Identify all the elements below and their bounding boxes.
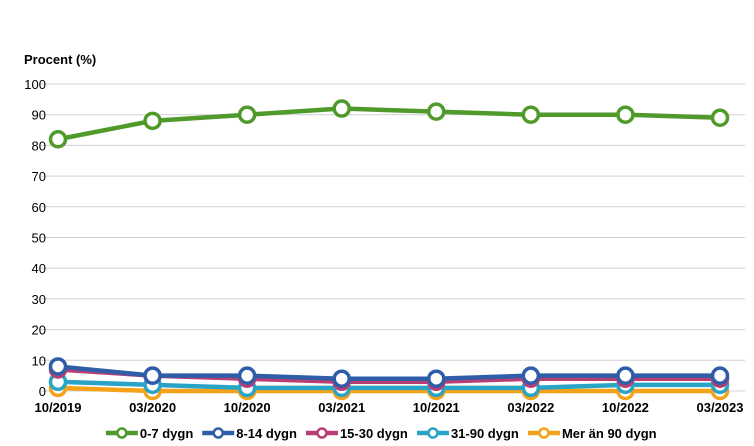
x-tick-label: 10/2021: [413, 400, 460, 415]
series-line: [57, 379, 720, 391]
y-tick-label: 100: [24, 77, 46, 92]
series-line: [57, 106, 721, 142]
x-tick-label: 10/2019: [35, 400, 82, 415]
legend-label: 0-7 dygn: [140, 426, 194, 441]
legend-marker: [427, 427, 439, 439]
legend-label: 31-90 dygn: [451, 426, 519, 441]
x-tick-label: 03/2020: [129, 400, 176, 415]
data-point: [237, 366, 257, 385]
data-point: [710, 108, 730, 128]
legend-label: 15-30 dygn: [340, 426, 408, 441]
y-tick-label: 0: [39, 384, 46, 399]
data-point: [427, 369, 446, 388]
y-tick-label: 10: [32, 353, 46, 368]
y-tick-label: 50: [32, 231, 46, 246]
data-point: [48, 130, 68, 149]
series-line: [57, 364, 720, 381]
data-point: [616, 366, 635, 385]
data-point: [427, 102, 446, 121]
data-point: [48, 357, 68, 376]
legend-marker: [538, 427, 550, 439]
y-tick-label: 30: [32, 292, 46, 307]
legend-marker: [116, 427, 128, 439]
data-point: [237, 105, 257, 124]
data-point: [332, 369, 351, 388]
legend-label: Mer än 90 dygn: [562, 426, 657, 441]
data-point: [521, 366, 541, 385]
series-line: [57, 385, 720, 394]
x-tick-label: 03/2022: [507, 400, 554, 415]
y-tick-label: 60: [32, 200, 46, 215]
legend-marker: [316, 427, 328, 439]
data-point: [143, 366, 162, 385]
data-point: [710, 366, 730, 385]
y-axis-title: Procent (%): [24, 52, 96, 67]
y-tick-label: 70: [32, 169, 46, 184]
data-point: [143, 111, 162, 131]
y-tick-label: 40: [32, 261, 46, 276]
x-tick-label: 03/2021: [318, 400, 365, 415]
x-tick-label: 10/2020: [224, 400, 271, 415]
legend-marker: [212, 427, 224, 439]
x-tick-label: 10/2022: [602, 400, 649, 415]
data-point: [616, 105, 635, 124]
y-tick-label: 80: [32, 138, 46, 153]
data-point: [521, 105, 541, 124]
legend-label: 8-14 dygn: [236, 426, 297, 441]
data-point: [332, 99, 351, 118]
x-tick-label: 03/2023: [697, 400, 744, 415]
y-tick-label: 20: [32, 323, 46, 338]
y-tick-label: 90: [32, 108, 46, 123]
